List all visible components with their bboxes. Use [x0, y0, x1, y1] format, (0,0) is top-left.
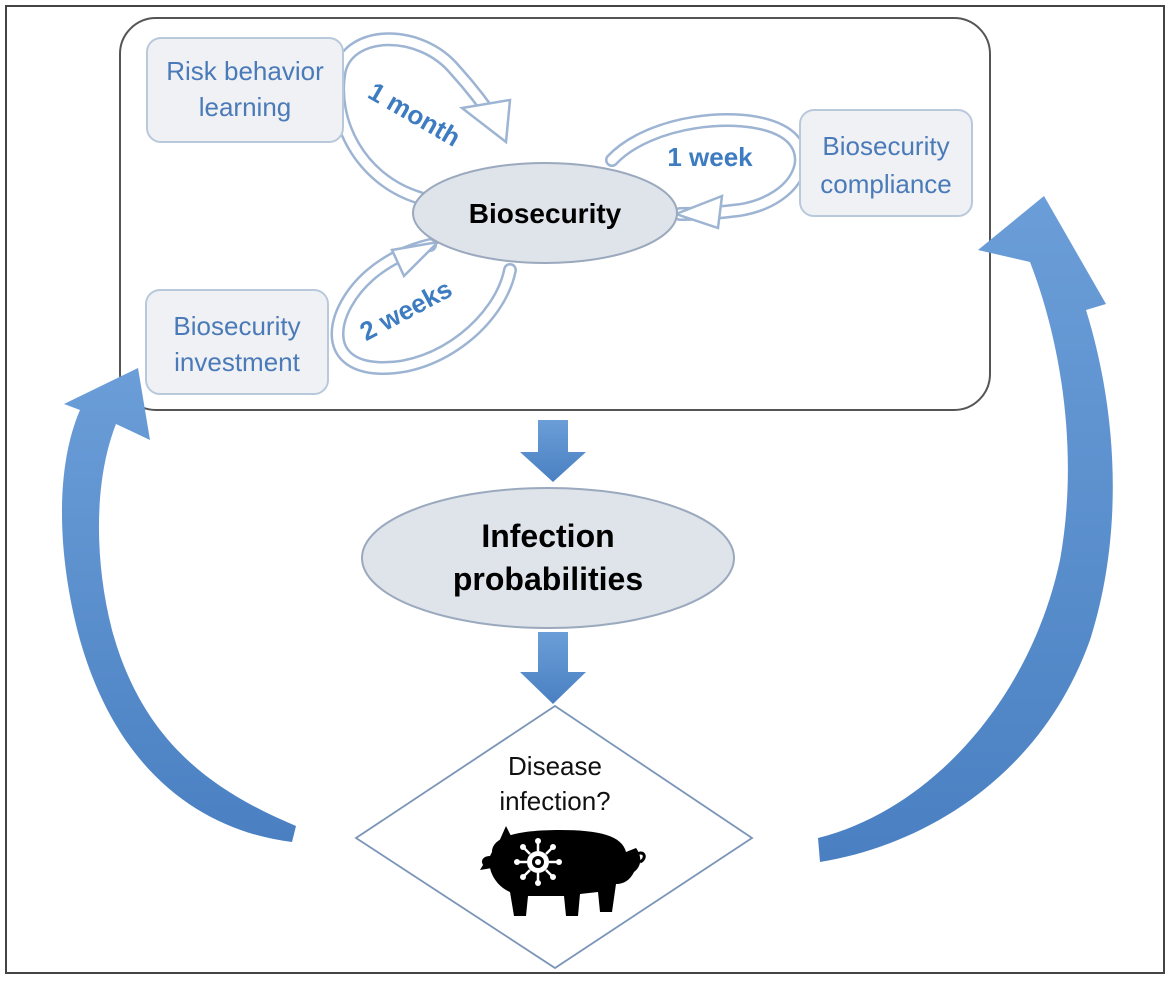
arrow-infection-to-disease: [520, 632, 586, 704]
compliance-box: Biosecurity compliance: [799, 109, 973, 217]
risk-behavior-line-1: Risk behavior: [166, 56, 324, 86]
risk-behavior-box: Risk behavior learning: [146, 37, 344, 143]
compliance-line-2: compliance: [820, 169, 952, 199]
feedback-arrow-right: [818, 196, 1113, 862]
risk-behavior-line-2: learning: [199, 92, 292, 122]
biosecurity-node: Biosecurity: [412, 162, 678, 264]
pig-with-virus-icon: [480, 826, 646, 916]
infection-line-1: Infection: [481, 518, 614, 554]
feedback-arrow-left: [61, 368, 296, 842]
infection-node: Infection probabilities: [361, 487, 735, 629]
biosecurity-label: Biosecurity: [469, 198, 622, 229]
investment-box: Biosecurity investment: [145, 289, 329, 395]
loop-month-arrow: [331, 32, 512, 205]
infection-line-2: probabilities: [453, 561, 643, 597]
arrow-panel-to-infection: [520, 420, 586, 482]
investment-line-2: investment: [174, 347, 300, 377]
investment-line-1: Biosecurity: [173, 311, 300, 341]
compliance-line-1: Biosecurity: [822, 131, 949, 161]
disease-line-1: Disease: [508, 751, 602, 781]
cycle-label-week: 1 week: [667, 142, 753, 172]
disease-line-2: infection?: [499, 786, 610, 816]
loop-two-weeks-arrow: [330, 238, 517, 376]
